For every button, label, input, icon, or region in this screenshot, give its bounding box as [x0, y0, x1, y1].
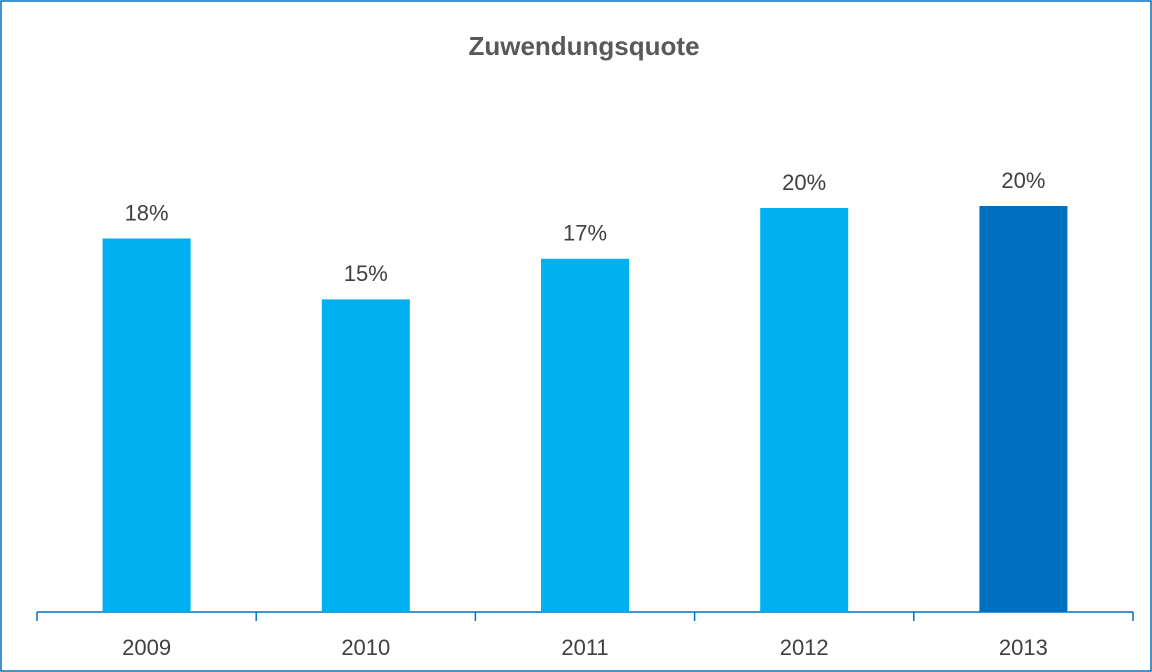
value-label: 20% — [782, 170, 826, 195]
value-label: 18% — [125, 200, 169, 225]
x-tick-label: 2011 — [561, 635, 608, 660]
bar — [760, 208, 849, 612]
value-label: 17% — [563, 221, 607, 246]
bar — [321, 299, 410, 612]
value-label: 15% — [344, 261, 388, 286]
x-tick-label: 2013 — [999, 635, 1048, 660]
value-label: 20% — [1001, 168, 1045, 193]
x-tick-label: 2009 — [122, 635, 171, 660]
chart-title: Zuwendungsquote — [468, 31, 699, 61]
bar — [541, 258, 629, 612]
x-tick-label: 2010 — [341, 635, 390, 660]
bar — [102, 238, 191, 613]
bar — [979, 206, 1068, 612]
x-tick-label: 2012 — [780, 635, 829, 660]
